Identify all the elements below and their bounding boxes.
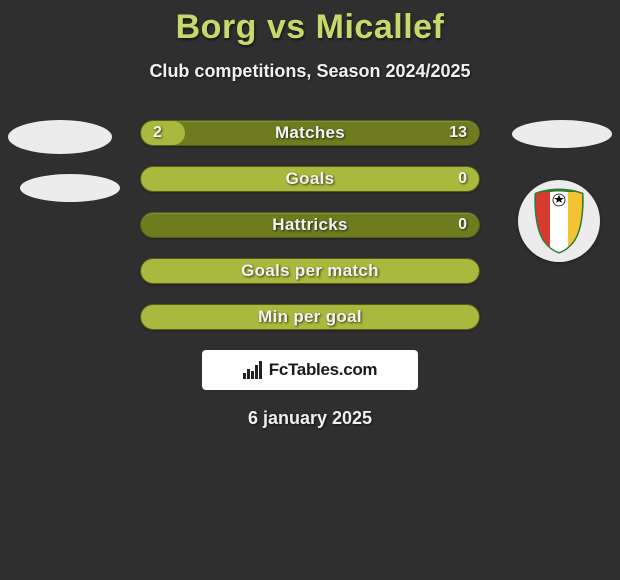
- watermark: FcTables.com: [202, 350, 418, 390]
- stat-bar: Matches2 13: [140, 120, 480, 146]
- shield-icon: [532, 188, 586, 254]
- stat-bar: Goals0: [140, 166, 480, 192]
- date-text: 6 january 2025: [0, 408, 620, 429]
- player-right-photo-placeholder: [512, 120, 612, 148]
- comparison-bars: Matches213Goals0Hattricks0Goals per matc…: [140, 120, 480, 330]
- page-title: Borg vs Micallef: [0, 8, 620, 47]
- stat-bar-label: Hattricks: [141, 213, 479, 237]
- stat-bar-label: Min per goal: [141, 305, 479, 329]
- club-left-badge-placeholder: [20, 174, 120, 202]
- stat-bar: Hattricks0: [140, 212, 480, 238]
- stat-bar-label: Matches: [141, 121, 479, 145]
- stat-bar: Min per goal: [140, 304, 480, 330]
- stat-bar-label: Goals per match: [141, 259, 479, 283]
- player-left-photo-placeholder: [8, 120, 112, 154]
- stat-bar: Goals per match: [140, 258, 480, 284]
- stat-value-left: 2: [153, 121, 162, 145]
- club-right-badge: [518, 180, 600, 262]
- stat-bar-label: Goals: [141, 167, 479, 191]
- watermark-text: FcTables.com: [269, 360, 378, 380]
- subtitle: Club competitions, Season 2024/2025: [0, 61, 620, 82]
- stat-value-right: 0: [458, 213, 467, 237]
- stat-value-right: 0: [458, 167, 467, 191]
- stat-value-right: 13: [449, 121, 467, 145]
- chart-icon: [243, 361, 263, 379]
